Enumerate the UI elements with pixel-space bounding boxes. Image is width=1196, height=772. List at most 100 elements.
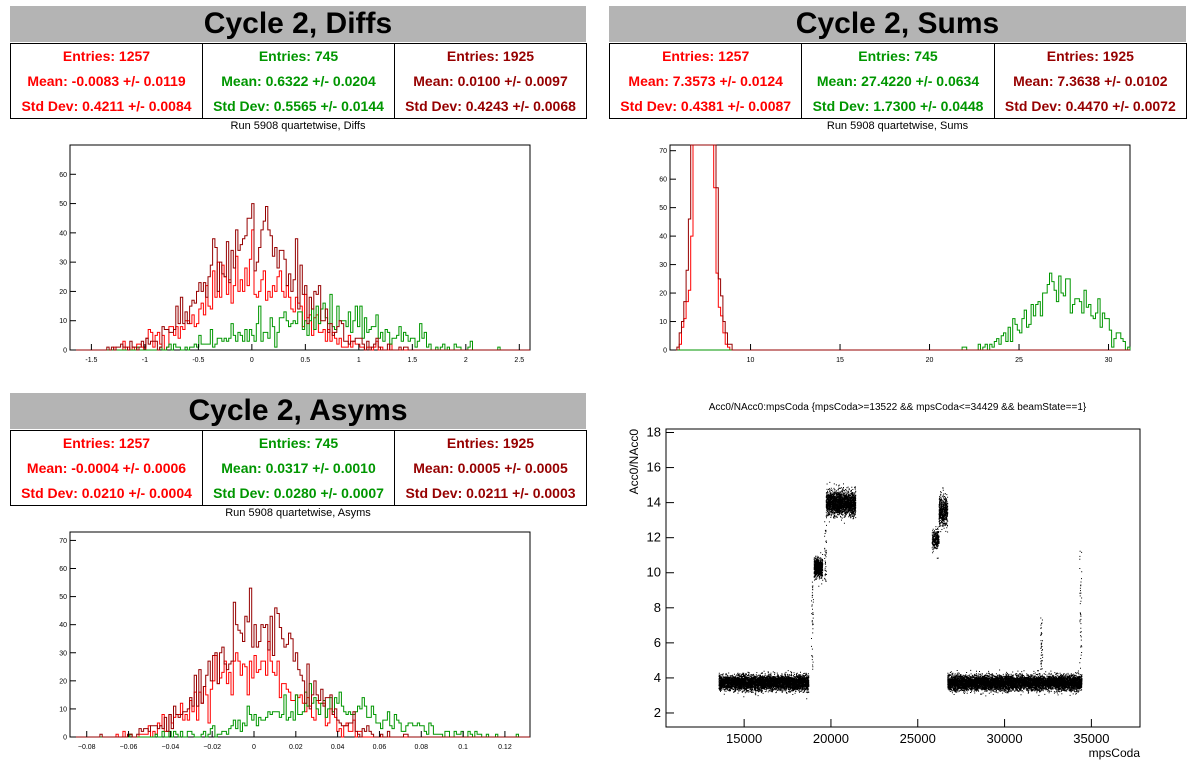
plot-frame [69, 144, 531, 351]
sums-title: Cycle 2, Sums [609, 6, 1186, 42]
y-tick-label: 40 [59, 230, 67, 237]
y-tick-label: 40 [659, 234, 667, 241]
y-tick-label: 30 [59, 260, 67, 267]
stat-entries: Entries: 745 [258, 435, 339, 452]
y-tick-label: 30 [659, 262, 667, 269]
stat-mean: Mean: 0.6322 +/- 0.0204 [221, 72, 376, 89]
stat-std: Std Dev: 0.4243 +/- 0.0068 [405, 97, 576, 114]
y-tick-label: 70 [59, 538, 67, 545]
stats-green: Entries: 745 Mean: 27.4220 +/- 0.0634 St… [802, 44, 995, 118]
y-tick-label: 0 [63, 735, 67, 742]
scatter-title: Acc0/NAcc0:mpsCoda {mpsCoda>=13522 && mp… [708, 402, 1087, 413]
diffs-stats-box: Entries: 1257 Mean: -0.0083 +/- 0.0119 S… [10, 43, 587, 119]
scatter-transition-points [811, 521, 1083, 670]
series-line-1 [670, 272, 1131, 351]
stat-std: Std Dev: 0.4470 +/- 0.0072 [1004, 97, 1176, 114]
stats-darkred: Entries: 1925 Mean: 0.0005 +/- 0.0005 St… [395, 431, 586, 505]
stats-red: Entries: 1257 Mean: 7.3573 +/- 0.0124 St… [610, 44, 803, 118]
stats-green: Entries: 745 Mean: 0.6322 +/- 0.0204 Std… [203, 44, 395, 118]
x-tick-label: 0.1 [458, 744, 468, 751]
asyms-title: Cycle 2, Asyms [10, 393, 586, 429]
stat-std: Std Dev: 0.0210 +/- 0.0004 [21, 484, 192, 501]
stats-red: Entries: 1257 Mean: -0.0083 +/- 0.0119 S… [11, 44, 203, 118]
diffs-histogram: -1.5 -1 -0.5 0 0.5 1 1.5 2 2.5 0 10 20 30 40 50 60 [59, 144, 531, 364]
x-tick-label: 15000 [726, 731, 762, 746]
x-tick-label: 0 [252, 744, 256, 751]
x-tick-label: 0.02 [289, 744, 303, 751]
stat-mean: Mean: 7.3573 +/- 0.0124 [628, 72, 783, 89]
stat-entries: Entries: 1925 [1046, 48, 1134, 65]
y-tick-label: 20 [59, 289, 67, 296]
stats-darkred: Entries: 1925 Mean: 7.3638 +/- 0.0102 St… [995, 44, 1186, 118]
x-tick-label: 25 [1015, 357, 1023, 364]
x-tick-label: 25000 [900, 731, 936, 746]
x-tick-label: -0.5 [192, 357, 204, 364]
y-tick-label: 16 [647, 460, 661, 475]
stat-entries: Entries: 745 [858, 48, 938, 65]
series-line-1 [70, 293, 530, 351]
x-tick-label: 1 [357, 357, 361, 364]
stat-entries: Entries: 1925 [446, 435, 535, 452]
stat-mean: Mean: 0.0005 +/- 0.0005 [413, 459, 568, 476]
y-tick-label: 4 [654, 670, 661, 685]
x-tick-label: 2 [464, 357, 468, 364]
sums-stats-box: Entries: 1257 Mean: 7.3573 +/- 0.0124 St… [609, 43, 1187, 119]
stat-std: Std Dev: 0.0280 +/- 0.0007 [213, 484, 384, 501]
x-tick-label: 20000 [813, 731, 849, 746]
scatter-cluster-0 [718, 670, 810, 700]
scatter-plot: 15000 20000 25000 30000 35000 2 4 6 8 10 12 14 16 18 m… [627, 425, 1141, 760]
stat-std: Std Dev: 0.0211 +/- 0.0003 [405, 484, 576, 501]
x-tick-label: 0.04 [331, 744, 345, 751]
x-tick-label: -1.5 [85, 357, 97, 364]
stat-mean: Mean: -0.0004 +/- 0.0006 [26, 459, 187, 476]
y-tick-label: 20 [659, 291, 667, 298]
y-tick-label: 60 [59, 172, 67, 179]
y-tick-label: 50 [59, 201, 67, 208]
x-tick-label: 0.08 [414, 744, 428, 751]
asyms-histogram: −0.08 −0.06 −0.04 −0.02 0 0.02 0.04 0.06 0.08 0.1… [59, 531, 531, 751]
stat-entries: Entries: 1257 [662, 48, 750, 65]
plot-frame [69, 531, 531, 738]
y-tick-label: 12 [647, 530, 661, 545]
x-tick-label: 1.5 [407, 357, 417, 364]
diffs-title: Cycle 2, Diffs [10, 6, 586, 42]
x-tick-label: 2.5 [514, 357, 524, 364]
x-tick-label: 20 [926, 357, 934, 364]
y-tick-label: 14 [647, 495, 661, 510]
y-tick-label: 10 [59, 706, 67, 713]
stat-entries: Entries: 745 [258, 48, 339, 65]
stat-std: Std Dev: 1.7300 +/- 0.0448 [812, 97, 984, 114]
x-tick-label: 15 [836, 357, 844, 364]
x-tick-label: 30000 [986, 731, 1022, 746]
scatter-cluster-5 [947, 669, 1083, 697]
x-tick-label: −0.08 [78, 744, 96, 751]
sums-histogram: 10 15 20 25 30 0 10 20 30 40 50 60 70 [659, 144, 1131, 364]
y-tick-label: 0 [63, 348, 67, 355]
stat-mean: Mean: 27.4220 +/- 0.0634 [816, 72, 980, 89]
sums-subtitle: Run 5908 quartetwise, Sums [826, 120, 969, 132]
x-tick-label: 0.06 [373, 744, 387, 751]
stat-entries: Entries: 1925 [446, 48, 535, 65]
y-tick-label: 10 [659, 319, 667, 326]
y-tick-label: 10 [59, 318, 67, 325]
x-tick-label: −0.04 [162, 744, 180, 751]
y-tick-label: 70 [659, 148, 667, 155]
stat-entries: Entries: 1257 [62, 435, 151, 452]
plot-frame [669, 144, 1131, 351]
x-tick-label: 0.12 [498, 744, 512, 751]
series-line-2 [70, 203, 530, 351]
stats-green: Entries: 745 Mean: 0.0317 +/- 0.0010 Std… [203, 431, 395, 505]
y-axis-label: Acc0/NAcc0 [627, 429, 641, 495]
asyms-subtitle: Run 5908 quartetwise, Asyms [225, 507, 371, 519]
scatter-cluster-2 [825, 481, 857, 524]
stats-red: Entries: 1257 Mean: -0.0004 +/- 0.0006 S… [11, 431, 203, 505]
stats-darkred: Entries: 1925 Mean: 0.0100 +/- 0.0097 St… [395, 44, 586, 118]
plot-frame [665, 428, 1141, 728]
scatter-cluster-3 [931, 526, 940, 559]
scatter-cluster-1 [813, 552, 824, 587]
y-tick-label: 50 [659, 205, 667, 212]
y-tick-label: 0 [663, 348, 667, 355]
series-line-0 [70, 641, 530, 738]
stat-std: Std Dev: 0.5565 +/- 0.0144 [213, 97, 384, 114]
y-tick-label: 50 [59, 594, 67, 601]
